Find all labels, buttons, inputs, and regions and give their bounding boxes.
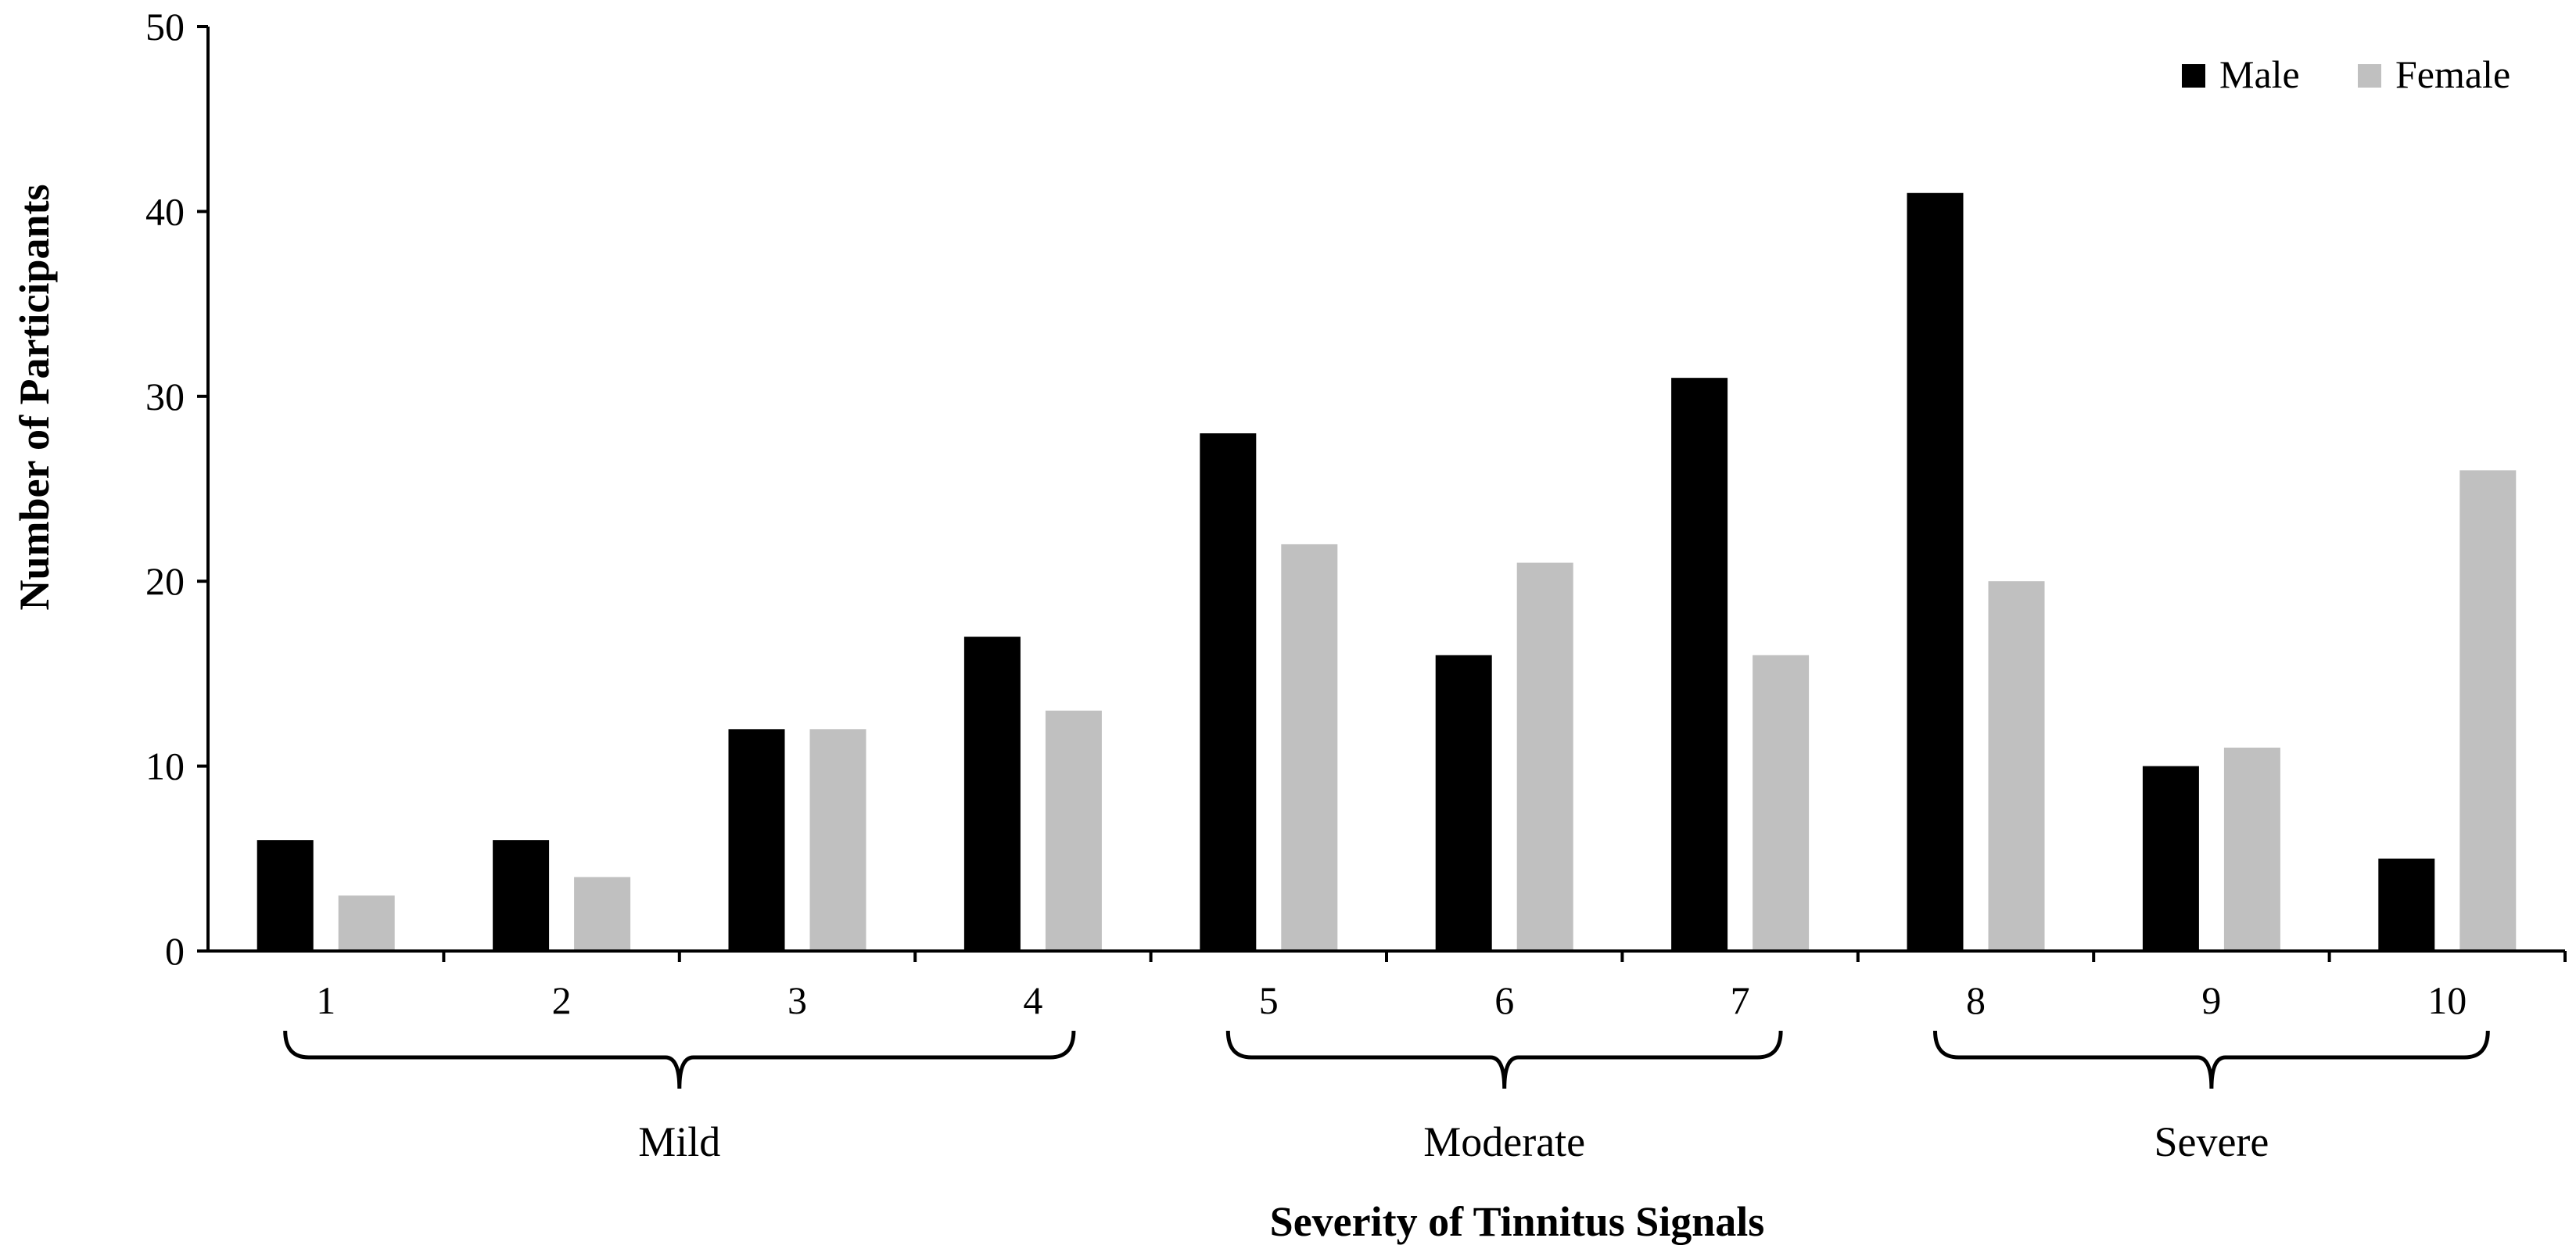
group-label-severe: Severe — [2154, 1118, 2269, 1165]
y-tick-label: 0 — [165, 929, 185, 973]
bar-male-5 — [1200, 433, 1257, 951]
y-axis-ticks: 0 10 20 30 40 50 — [145, 5, 208, 973]
bar-male-9 — [2142, 766, 2199, 951]
bar-male-10 — [2378, 858, 2435, 951]
bar-female-1 — [338, 895, 395, 951]
x-axis-ticks: 1 2 3 4 5 6 7 8 9 10 — [316, 951, 2567, 1022]
bar-male-4 — [963, 637, 1021, 951]
x-tick-label: 10 — [2427, 978, 2467, 1022]
y-tick-label: 30 — [145, 375, 185, 418]
bar-male-7 — [1671, 378, 1728, 951]
bar-female-6 — [1516, 562, 1573, 951]
bar-female-4 — [1045, 710, 1102, 951]
y-tick-label: 50 — [145, 5, 185, 48]
bar-female-2 — [574, 877, 631, 951]
x-tick-label: 2 — [552, 978, 572, 1022]
bar-male-8 — [1907, 192, 1964, 951]
x-tick-label: 9 — [2201, 978, 2221, 1022]
x-tick-label: 5 — [1259, 978, 1279, 1022]
group-brace-moderate — [1225, 1030, 1783, 1089]
bar-female-3 — [809, 729, 866, 951]
group-braces: Mild Moderate Severe — [283, 1030, 2490, 1165]
group-label-moderate: Moderate — [1423, 1118, 1585, 1165]
y-axis-title: Number of Participants — [11, 185, 58, 611]
x-tick-label: 4 — [1023, 978, 1042, 1022]
x-tick-label: 6 — [1494, 978, 1514, 1022]
y-tick-label: 20 — [145, 559, 185, 603]
legend-swatch-male — [2182, 64, 2205, 88]
bar-female-5 — [1281, 544, 1338, 951]
bar-male-2 — [493, 840, 550, 951]
bar-male-1 — [257, 840, 314, 951]
legend-label-female: Female — [2395, 52, 2510, 96]
group-label-mild: Mild — [638, 1118, 720, 1165]
group-brace-mild — [283, 1030, 1076, 1089]
bar-male-3 — [728, 729, 785, 951]
y-tick-label: 10 — [145, 745, 185, 788]
bar-female-8 — [1988, 581, 2045, 951]
bar-female-10 — [2459, 470, 2517, 951]
legend-label-male: Male — [2219, 52, 2300, 96]
bar-female-9 — [2223, 747, 2280, 951]
bar-male-6 — [1435, 655, 1492, 951]
legend: Male Female — [2182, 52, 2510, 96]
legend-swatch-female — [2358, 64, 2381, 88]
x-tick-label: 7 — [1731, 978, 1750, 1022]
x-axis-title: Severity of Tinnitus Signals — [1270, 1198, 1765, 1245]
group-brace-severe — [1933, 1030, 2490, 1089]
x-tick-label: 3 — [788, 978, 807, 1022]
x-tick-label: 1 — [316, 978, 335, 1022]
bars-layer — [257, 192, 2517, 951]
bar-female-7 — [1753, 655, 1810, 951]
y-tick-label: 40 — [145, 189, 185, 233]
axes-layer — [206, 27, 2565, 953]
x-tick-label: 8 — [1966, 978, 1986, 1022]
